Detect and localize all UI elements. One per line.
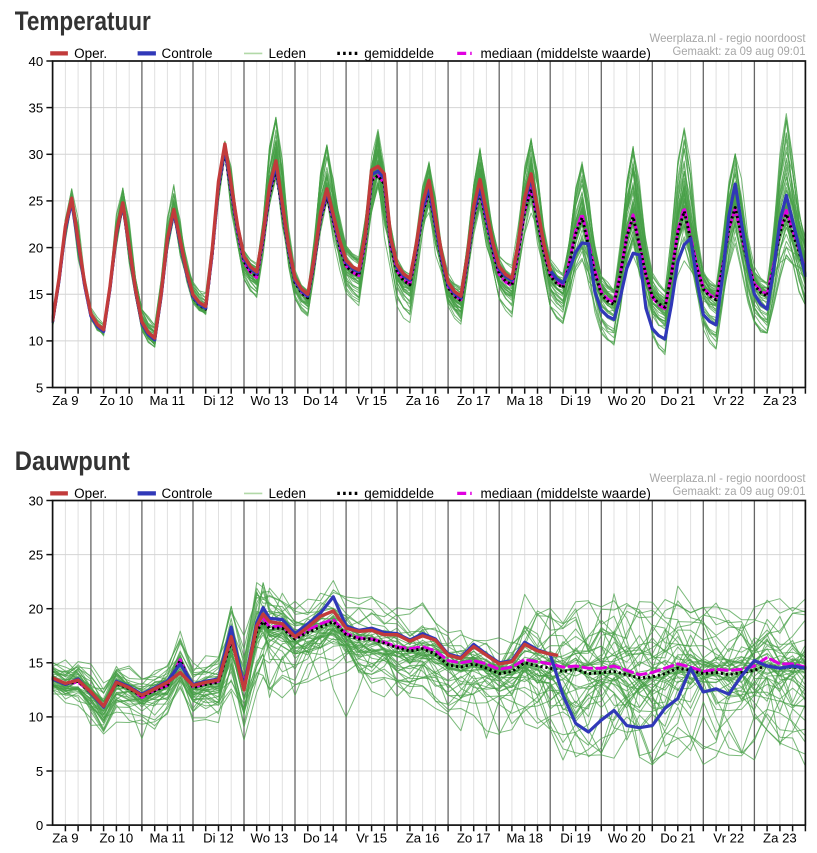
svg-text:Wo 13: Wo 13 <box>251 393 289 408</box>
svg-text:Vr 22: Vr 22 <box>713 831 744 846</box>
svg-text:30: 30 <box>29 493 44 508</box>
svg-text:35: 35 <box>29 100 44 115</box>
svg-text:Do 14: Do 14 <box>303 831 338 846</box>
svg-text:Ma 11: Ma 11 <box>150 393 186 408</box>
svg-text:5: 5 <box>36 380 43 395</box>
svg-text:Di 12: Di 12 <box>203 831 234 846</box>
svg-text:Do 21: Do 21 <box>660 393 695 408</box>
svg-text:Controle: Controle <box>162 46 213 61</box>
svg-text:Zo 10: Zo 10 <box>100 393 134 408</box>
svg-text:30: 30 <box>29 147 44 162</box>
svg-text:Zo 10: Zo 10 <box>100 831 134 846</box>
svg-text:10: 10 <box>29 710 44 725</box>
svg-text:Gemaakt: za 09 aug 09:01: Gemaakt: za 09 aug 09:01 <box>673 44 806 58</box>
svg-text:Di 19: Di 19 <box>560 393 591 408</box>
svg-text:15: 15 <box>29 287 44 302</box>
svg-text:5: 5 <box>36 764 43 779</box>
svg-text:Ma 18: Ma 18 <box>506 831 543 846</box>
svg-text:Oper.: Oper. <box>74 486 107 501</box>
svg-text:Di 19: Di 19 <box>560 831 591 846</box>
svg-text:Leden: Leden <box>269 46 307 61</box>
svg-text:Vr 22: Vr 22 <box>713 393 744 408</box>
svg-text:15: 15 <box>29 656 44 671</box>
svg-text:Weerplaza.nl - regio noordoost: Weerplaza.nl - regio noordoost <box>650 31 807 45</box>
svg-text:Leden: Leden <box>269 486 307 501</box>
svg-text:10: 10 <box>29 334 44 349</box>
svg-text:Di 12: Di 12 <box>203 393 234 408</box>
svg-text:Za 23: Za 23 <box>763 393 797 408</box>
svg-text:25: 25 <box>29 547 44 562</box>
svg-text:Do 21: Do 21 <box>660 831 695 846</box>
svg-text:Wo 20: Wo 20 <box>608 831 646 846</box>
svg-text:Wo 20: Wo 20 <box>608 393 646 408</box>
svg-text:Vr 15: Vr 15 <box>356 393 387 408</box>
svg-text:Temperatuur: Temperatuur <box>15 6 151 36</box>
svg-text:20: 20 <box>29 602 44 617</box>
svg-text:Za 16: Za 16 <box>406 831 440 846</box>
svg-text:Wo 13: Wo 13 <box>251 831 289 846</box>
svg-text:Za 23: Za 23 <box>763 831 797 846</box>
svg-text:Weerplaza.nl - regio noordoost: Weerplaza.nl - regio noordoost <box>650 471 807 485</box>
svg-text:Ma 11: Ma 11 <box>150 831 186 846</box>
svg-text:25: 25 <box>29 194 44 209</box>
svg-text:Za 9: Za 9 <box>52 831 78 846</box>
svg-text:Vr 15: Vr 15 <box>356 831 387 846</box>
svg-text:Za 16: Za 16 <box>406 393 440 408</box>
svg-text:gemiddelde: gemiddelde <box>364 46 434 61</box>
svg-text:Za 9: Za 9 <box>52 393 78 408</box>
svg-text:Controle: Controle <box>162 486 213 501</box>
svg-text:20: 20 <box>29 240 44 255</box>
svg-text:Ma 18: Ma 18 <box>506 393 543 408</box>
svg-text:Zo 17: Zo 17 <box>457 831 491 846</box>
svg-text:Zo 17: Zo 17 <box>457 393 491 408</box>
svg-text:Gemaakt: za 09 aug 09:01: Gemaakt: za 09 aug 09:01 <box>673 484 806 498</box>
svg-text:mediaan (middelste waarde): mediaan (middelste waarde) <box>481 486 651 501</box>
svg-text:Do 14: Do 14 <box>303 393 338 408</box>
svg-text:0: 0 <box>36 818 43 833</box>
svg-text:40: 40 <box>29 54 44 69</box>
svg-text:Dauwpunt: Dauwpunt <box>15 446 130 476</box>
svg-text:Oper.: Oper. <box>74 46 107 61</box>
svg-text:mediaan (middelste waarde): mediaan (middelste waarde) <box>481 46 651 61</box>
svg-text:gemiddelde: gemiddelde <box>364 486 434 501</box>
